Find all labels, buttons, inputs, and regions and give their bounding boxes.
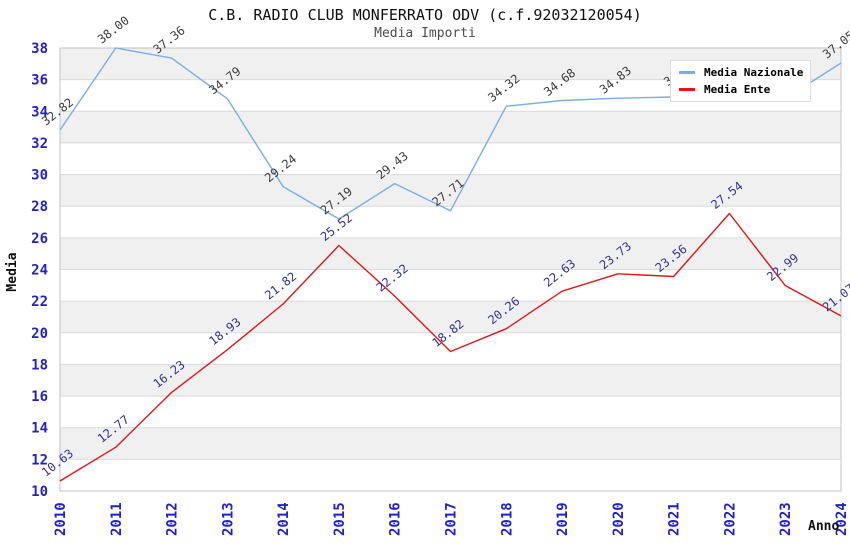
plot-band <box>60 111 841 143</box>
x-tick-label: 2018 <box>499 502 515 536</box>
y-tick-label: 30 <box>31 168 48 184</box>
legend-label-ente: Media Ente <box>704 83 771 96</box>
y-tick-label: 14 <box>31 421 48 437</box>
y-tick-label: 20 <box>31 326 48 342</box>
y-tick-label: 22 <box>31 294 48 310</box>
y-tick-label: 24 <box>31 263 48 279</box>
legend-item-media-nazionale: Media Nazionale <box>679 67 810 78</box>
chart-subtitle: Media Importi <box>374 26 476 41</box>
plot-band <box>60 427 841 460</box>
y-tick-label: 28 <box>31 199 48 215</box>
data-point-label: 21.82 <box>262 269 299 302</box>
plot-border <box>59 47 842 492</box>
x-tick-label: 2011 <box>109 502 125 536</box>
legend: Media Nazionale Media Ente <box>670 60 811 102</box>
y-tick-label: 36 <box>31 73 48 89</box>
x-tick-label: 2015 <box>332 502 348 536</box>
y-axis-title: Media <box>5 252 20 291</box>
y-tick-label: 18 <box>31 357 48 373</box>
y-tick-label: 26 <box>31 231 48 247</box>
y-tick-label: 34 <box>31 104 48 120</box>
x-tick-label: 2016 <box>388 502 404 536</box>
x-axis-title: Anno <box>808 519 839 534</box>
plot-band <box>60 174 841 207</box>
x-tick-label: 2014 <box>276 502 292 536</box>
x-tick-label: 2017 <box>444 502 460 536</box>
legend-swatch-nazionale-icon <box>679 71 695 74</box>
x-tick-label: 2010 <box>53 502 69 536</box>
plot-band <box>60 364 841 397</box>
y-tick-label: 38 <box>31 41 48 57</box>
x-tick-label: 2013 <box>220 502 236 536</box>
legend-swatch-ente-icon <box>679 88 695 91</box>
x-tick-label: 2019 <box>555 502 571 536</box>
data-point-label: 38.00 <box>95 13 132 46</box>
x-tick-label: 2012 <box>165 502 181 536</box>
y-tick-label: 12 <box>31 452 48 468</box>
chart-title: C.B. RADIO CLUB MONFERRATO ODV (c.f.9203… <box>208 6 642 24</box>
y-tick-label: 10 <box>31 484 48 500</box>
legend-item-media-ente: Media Ente <box>679 84 810 95</box>
y-tick-label: 16 <box>31 389 48 405</box>
data-point-label: 21.07 <box>820 281 850 314</box>
x-tick-label: 2024 <box>834 502 850 536</box>
plot-band <box>60 237 841 270</box>
x-tick-label: 2022 <box>722 502 738 536</box>
y-tick-label: 32 <box>31 136 48 152</box>
legend-label-nazionale: Media Nazionale <box>704 66 804 79</box>
x-tick-label: 2023 <box>778 502 794 536</box>
data-point-label: 37.05 <box>820 28 850 61</box>
plot-band <box>60 301 841 333</box>
series-line-media-ente <box>59 212 842 482</box>
x-tick-label: 2020 <box>611 502 627 536</box>
x-tick-label: 2021 <box>667 502 683 536</box>
